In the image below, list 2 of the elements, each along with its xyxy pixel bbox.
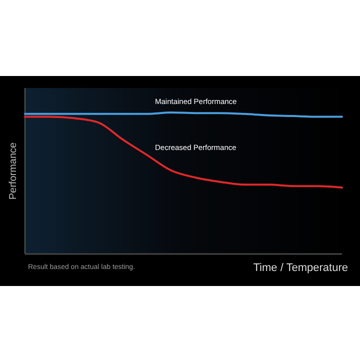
y-axis-title: Performance (8, 142, 19, 200)
x-axis-title: Time / Temperature (253, 262, 348, 274)
